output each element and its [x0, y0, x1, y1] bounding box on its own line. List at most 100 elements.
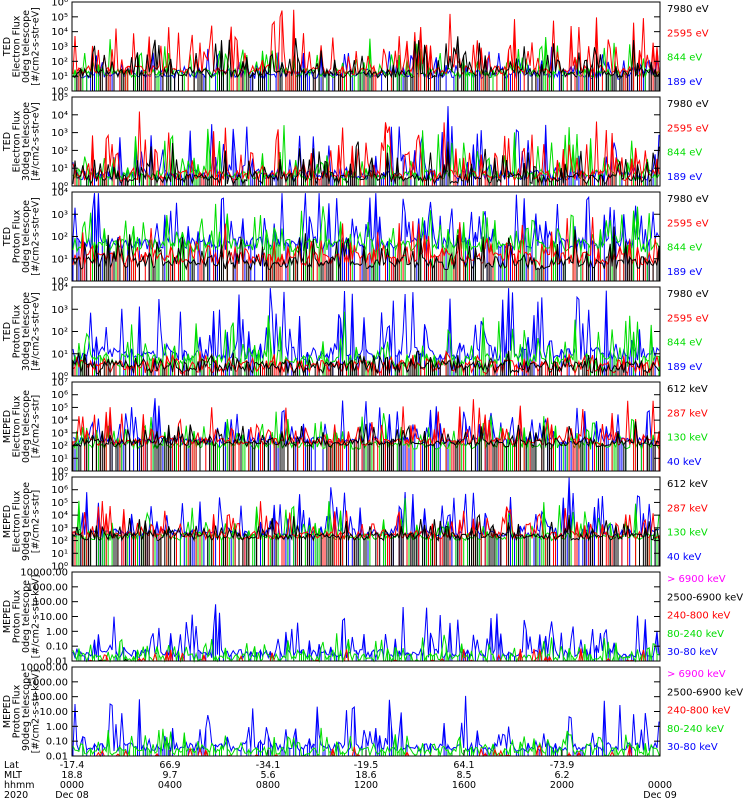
y-axis-label: Proton Flux — [12, 209, 23, 263]
y-tick-label: 10⁵ — [51, 12, 68, 23]
x-tick-label: 0800 — [256, 780, 280, 791]
x-tick-label: 1200 — [354, 780, 378, 791]
y-axis-label: TED — [2, 227, 13, 247]
y-axis-label: [#/cm2-s-str] — [31, 490, 42, 553]
series-line-612-kev — [72, 421, 660, 471]
y-tick-label: 10³ — [51, 523, 68, 534]
x-tick-label: 2000 — [550, 780, 574, 791]
plot-frame — [71, 96, 661, 187]
legend-entry: 2595 eV — [667, 313, 709, 324]
legend-entry: 80-240 keV — [667, 724, 724, 735]
legend-entry: 80-240 keV — [667, 629, 724, 640]
y-axis-label: 0deg telescope — [21, 390, 32, 463]
y-tick-label: 10⁶ — [51, 0, 68, 9]
legend-entry: > 6900 keV — [667, 574, 726, 585]
x-tick-label: Dec 08 — [55, 790, 89, 800]
series-line-7980-ev — [72, 36, 660, 91]
series-line-7980-ev — [72, 141, 660, 186]
y-tick-label: 10¹ — [51, 164, 68, 175]
y-axis-label: 90deg telescope — [21, 482, 32, 561]
y-axis-label: 0deg telescope — [21, 200, 32, 273]
y-tick-label: 10⁷ — [51, 378, 68, 389]
y-tick-label: 10⁰ — [51, 87, 68, 98]
y-axis-label: Electron Flux — [12, 490, 23, 552]
y-axis-label: 30deg telescope — [21, 292, 32, 371]
x-tick-label: 18.8 — [61, 770, 82, 781]
legend-entry: 7980 eV — [667, 289, 709, 300]
y-tick-label: 1.00 — [46, 627, 68, 638]
series-line-2595-ev — [72, 350, 660, 376]
legend-entry: 2500-6900 keV — [667, 592, 743, 603]
y-tick-label: 10⁰ — [51, 372, 68, 383]
series-line-7980-ev — [72, 226, 660, 281]
legend-entry: 287 keV — [667, 503, 708, 514]
x-tick-label: Dec 09 — [643, 790, 677, 800]
legend-entry: 30-80 keV — [667, 647, 718, 658]
y-axis-label: 90deg telescope — [21, 672, 32, 751]
y-axis-label: Electron Flux — [12, 110, 23, 172]
x-tick-label: -34.1 — [256, 760, 281, 771]
legend-entry: > 6900 keV — [667, 669, 726, 680]
series-line-30-80-kev — [72, 695, 660, 756]
y-tick-label: 10⁷ — [51, 473, 68, 484]
legend-entry: 2595 eV — [667, 218, 709, 229]
y-tick-label: 10² — [51, 441, 68, 452]
series-line-2595-ev — [72, 217, 660, 281]
x-row-label: MLT — [4, 770, 22, 781]
y-axis-label: MEPED — [2, 600, 13, 633]
plot-frame — [71, 476, 661, 567]
x-tick-label: 1600 — [452, 780, 476, 791]
y-tick-label: 10² — [51, 146, 68, 157]
y-tick-label: 10⁰ — [51, 562, 68, 573]
legend-entry: 612 keV — [667, 384, 708, 395]
x-tick-label: -17.4 — [60, 760, 85, 771]
y-axis-label: Proton Flux — [12, 589, 23, 643]
legend-entry: 2500-6900 keV — [667, 687, 743, 698]
y-axis-label: MEPED — [2, 505, 13, 538]
legend-entry: 189 eV — [667, 172, 702, 183]
series-line-612-kev — [72, 513, 660, 566]
y-tick-label: 10⁰ — [51, 182, 68, 193]
y-axis-label: MEPED — [2, 695, 13, 728]
y-tick-label: 10⁴ — [51, 110, 68, 121]
legend-entry: 40 keV — [667, 552, 701, 563]
legend-entry: 7980 eV — [667, 99, 709, 110]
y-axis-label: TED — [2, 322, 13, 342]
y-tick-label: 10⁰ — [51, 277, 68, 288]
y-tick-label: 10⁴ — [51, 416, 68, 427]
y-tick-label: 10⁰ — [51, 467, 68, 478]
y-tick-label: 10⁴ — [51, 27, 68, 38]
y-tick-label: 1.00 — [46, 722, 68, 733]
y-tick-label: 10³ — [51, 428, 68, 439]
y-tick-label: 0.10 — [46, 642, 68, 653]
y-axis-label: 0deg telescope — [21, 580, 32, 653]
y-tick-label: 10² — [51, 232, 68, 243]
y-axis-label: 30deg telescope — [21, 102, 32, 181]
plot-frame — [71, 381, 661, 472]
legend-entry: 7980 eV — [667, 194, 709, 205]
y-axis-label: [#/cm2-s-str-eV] — [31, 197, 42, 276]
legend-entry: 189 eV — [667, 362, 702, 373]
y-axis-label: TED — [2, 37, 13, 57]
y-tick-label: 10¹ — [51, 254, 68, 265]
y-tick-label: 10⁴ — [51, 283, 68, 294]
y-tick-label: 1000.00 — [27, 677, 68, 688]
x-tick-label: 8.5 — [456, 770, 471, 781]
y-tick-label: 10⁵ — [51, 498, 68, 509]
y-axis-label: MEPED — [2, 410, 13, 443]
y-tick-label: 1000.00 — [27, 582, 68, 593]
series-line-189-ev — [72, 288, 660, 376]
y-axis-label: [#/cm2-s-str-eV] — [31, 7, 42, 86]
y-tick-label: 0.01 — [46, 657, 68, 668]
y-tick-label: 10⁵ — [51, 403, 68, 414]
y-tick-label: 10000.00 — [20, 663, 68, 674]
y-tick-label: 10¹ — [51, 454, 68, 465]
y-axis-label: [#/cm2-s-str-eV] — [31, 292, 42, 371]
